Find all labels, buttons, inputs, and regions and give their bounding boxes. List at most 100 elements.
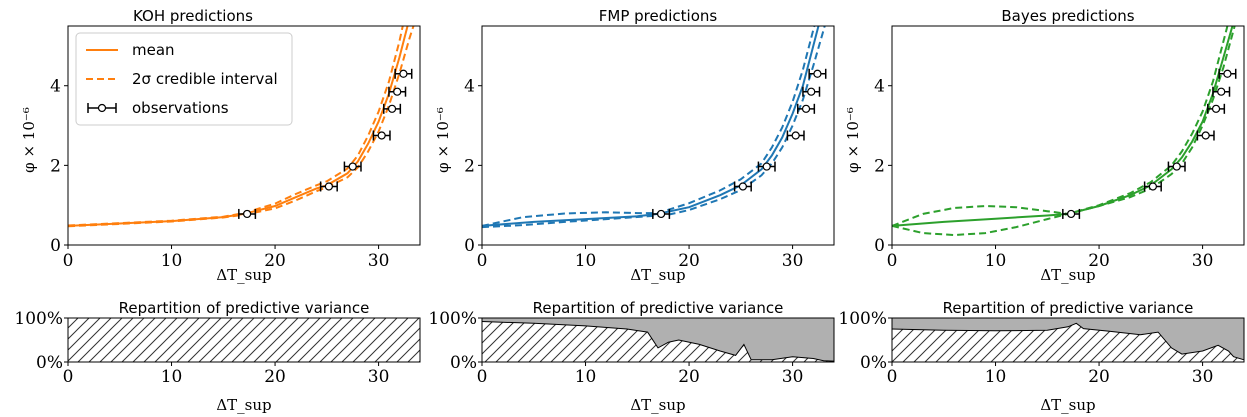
x-tick-label: 20 xyxy=(1088,251,1110,271)
ci-upper-line xyxy=(892,26,1229,227)
x-tick-label: 10 xyxy=(985,251,1007,271)
fmp-xlabel: ΔT_sup xyxy=(630,266,685,284)
ci-upper-line xyxy=(68,26,404,227)
y-tick-label: 2 xyxy=(464,156,475,176)
bayes-xlabel: ΔT_sup xyxy=(1040,266,1095,284)
fmp-variance-title: Repartition of predictive variance xyxy=(533,299,784,317)
y-tick-label: 100% xyxy=(838,309,887,329)
observation-point xyxy=(388,86,407,97)
ci-lower-line xyxy=(482,26,826,229)
bayes-variance-title: Repartition of predictive variance xyxy=(943,299,1194,317)
x-tick-label: 30 xyxy=(1192,367,1214,387)
mean-line xyxy=(482,26,820,227)
x-tick-label: 0 xyxy=(477,251,488,271)
x-tick-label: 30 xyxy=(368,367,390,387)
x-tick-label: 0 xyxy=(63,367,74,387)
variance-grey-area xyxy=(482,318,834,362)
y-tick-label: 0% xyxy=(36,353,63,373)
x-tick-label: 10 xyxy=(985,367,1007,387)
observation-point xyxy=(372,130,391,141)
observation-point xyxy=(733,181,752,192)
y-tick-label: 2 xyxy=(874,156,885,176)
variance-boundary-line xyxy=(891,322,1245,361)
mean-line xyxy=(892,26,1234,227)
y-tick-label: 0 xyxy=(464,236,475,256)
y-tick-label: 4 xyxy=(50,77,61,97)
legend-obs-swatch xyxy=(87,103,117,113)
observation-point xyxy=(238,208,257,219)
observation-point xyxy=(802,86,821,97)
observation-point xyxy=(394,68,413,79)
variance-hatched-area xyxy=(482,321,834,362)
x-tick-label: 10 xyxy=(161,251,183,271)
observation-point xyxy=(1062,208,1081,219)
legend-mean-label: mean xyxy=(132,41,175,59)
y-tick-label: 4 xyxy=(464,77,475,97)
x-tick-label: 0 xyxy=(887,251,898,271)
bayes-variance-xlabel: ΔT_sup xyxy=(1040,396,1095,414)
legend-ci-label: 2σ credible interval xyxy=(132,70,278,88)
y-tick-label: 2 xyxy=(50,156,61,176)
x-tick-label: 20 xyxy=(1088,367,1110,387)
plot-frame xyxy=(481,25,835,246)
x-tick-label: 0 xyxy=(477,367,488,387)
observation-point xyxy=(1207,103,1226,114)
ci-upper-line xyxy=(482,26,816,227)
x-tick-label: 30 xyxy=(782,367,804,387)
x-tick-label: 10 xyxy=(161,367,183,387)
y-tick-label: 4 xyxy=(874,77,885,97)
plot-frame xyxy=(481,317,835,363)
legend-obs-label: observations xyxy=(132,99,229,117)
x-tick-label: 20 xyxy=(264,251,286,271)
legend: mean 2σ credible interval observations xyxy=(75,32,293,126)
bayes-title: Bayes predictions xyxy=(1001,7,1134,25)
variance-hatched-area xyxy=(892,323,1244,362)
koh-xlabel: ΔT_sup xyxy=(216,266,271,284)
variance-boundary-line xyxy=(481,321,835,362)
y-tick-label: 100% xyxy=(428,309,477,329)
x-tick-label: 20 xyxy=(264,367,286,387)
y-tick-label: 0 xyxy=(874,236,885,256)
curves xyxy=(892,26,1236,237)
fmp-title: FMP predictions xyxy=(599,7,718,25)
observation-point xyxy=(1218,68,1237,79)
observation-point xyxy=(808,68,827,79)
koh-variance-title: Repartition of predictive variance xyxy=(119,299,370,317)
fmp-panel: FMP predictions φ × 10⁻⁶ ΔT_sup 0 10 20 30 0… xyxy=(434,7,835,284)
bayes-ylabel: φ × 10⁻⁶ xyxy=(844,107,862,173)
observation-point xyxy=(1196,130,1215,141)
plot-frame xyxy=(67,317,421,363)
x-tick-label: 30 xyxy=(368,251,390,271)
x-tick-label: 30 xyxy=(782,251,804,271)
koh-variance-panel: Repartition of predictive variance ΔT_su… xyxy=(14,299,421,414)
bayes-variance-panel: Repartition of predictive variance ΔT_su… xyxy=(838,299,1245,414)
x-tick-label: 20 xyxy=(678,251,700,271)
observation-point xyxy=(757,161,776,172)
bayes-panel: Bayes predictions φ × 10⁻⁶ ΔT_sup 0 10 20 3… xyxy=(844,7,1245,284)
y-tick-label: 100% xyxy=(14,309,63,329)
fmp-ylabel: φ × 10⁻⁶ xyxy=(434,107,452,173)
plot-frame xyxy=(67,25,421,246)
plot-frame xyxy=(891,25,1245,246)
koh-title: KOH predictions xyxy=(133,7,253,25)
observation-point xyxy=(383,103,402,114)
observation-point xyxy=(1167,161,1186,172)
koh-variance-xlabel: ΔT_sup xyxy=(216,396,271,414)
observation-point xyxy=(652,208,671,219)
x-tick-label: 10 xyxy=(575,251,597,271)
x-tick-label: 20 xyxy=(678,367,700,387)
koh-ylabel: φ × 10⁻⁶ xyxy=(20,107,38,173)
y-tick-label: 0% xyxy=(860,353,887,373)
x-tick-label: 30 xyxy=(1192,251,1214,271)
y-tick-label: 0 xyxy=(50,236,61,256)
koh-panel: KOH predictions φ × 10⁻⁶ ΔT_sup 0 10 20 30 0… xyxy=(20,7,421,284)
ci-lower-line xyxy=(892,26,1236,237)
x-tick-label: 10 xyxy=(575,367,597,387)
observation-point xyxy=(1212,86,1231,97)
observation-point xyxy=(786,130,805,141)
x-tick-label: 0 xyxy=(887,367,898,387)
legend-frame xyxy=(75,32,293,126)
plot-frame xyxy=(891,317,1245,363)
observation-point xyxy=(319,181,338,192)
